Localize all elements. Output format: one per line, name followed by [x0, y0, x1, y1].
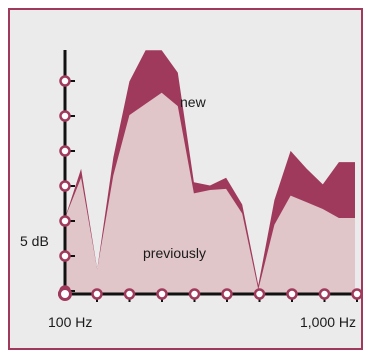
y-axis-marker — [59, 180, 71, 192]
y-tick-label: 5 dB — [20, 233, 49, 249]
marker-layer — [58, 75, 363, 302]
x-axis-marker — [91, 288, 103, 300]
x-tick-label-start: 100 Hz — [48, 314, 92, 330]
x-axis-marker — [286, 288, 298, 300]
annotation-previously: previously — [143, 245, 206, 261]
y-axis-marker — [59, 145, 71, 157]
x-axis-marker — [318, 288, 331, 300]
x-axis-marker — [123, 288, 136, 300]
y-axis-marker — [59, 75, 71, 87]
x-axis-marker — [351, 288, 363, 300]
x-axis-marker — [188, 288, 201, 300]
annotation-new: new — [180, 94, 207, 110]
x-axis-marker — [156, 288, 168, 300]
area-layer — [65, 50, 355, 295]
y-axis-marker — [59, 215, 71, 227]
y-axis-marker — [59, 250, 71, 262]
x-axis-marker — [253, 288, 266, 300]
series-area-previously — [65, 92, 355, 294]
y-axis-marker — [59, 110, 71, 122]
origin-marker — [58, 287, 72, 301]
x-tick-label-end: 1,000 Hz — [300, 314, 356, 330]
x-axis-marker — [221, 288, 233, 300]
